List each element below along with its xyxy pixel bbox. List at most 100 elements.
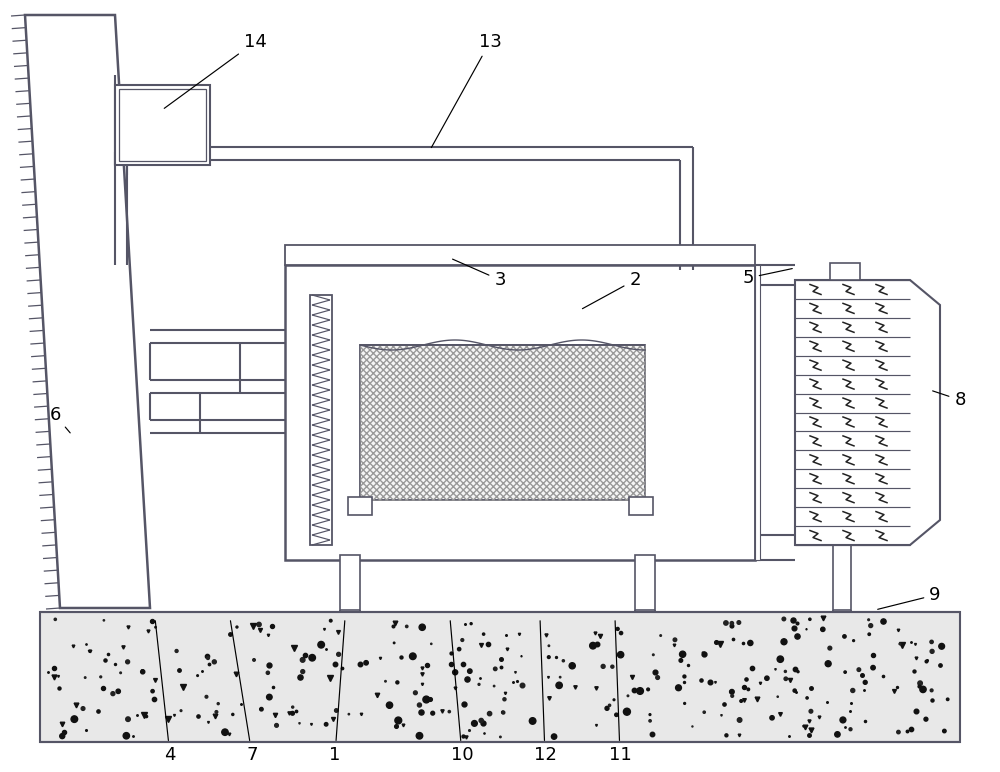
Circle shape [619, 631, 623, 635]
Circle shape [393, 642, 395, 644]
Circle shape [120, 672, 121, 674]
Text: 2: 2 [582, 271, 641, 309]
Circle shape [562, 660, 564, 662]
Circle shape [222, 729, 228, 736]
Circle shape [946, 698, 949, 700]
Circle shape [605, 706, 609, 710]
Bar [830, 263, 860, 280]
Circle shape [725, 734, 728, 736]
Circle shape [868, 619, 870, 621]
Bar [629, 497, 653, 515]
Circle shape [844, 671, 846, 673]
Circle shape [781, 638, 787, 645]
Circle shape [851, 689, 855, 692]
Text: 4: 4 [155, 621, 176, 764]
Circle shape [724, 621, 728, 625]
Circle shape [423, 696, 430, 703]
Circle shape [413, 691, 417, 695]
Circle shape [637, 688, 643, 694]
Circle shape [503, 698, 506, 701]
Circle shape [232, 713, 234, 716]
Circle shape [275, 723, 278, 727]
Circle shape [806, 697, 808, 699]
Circle shape [623, 708, 630, 715]
Bar [285, 265, 755, 560]
Circle shape [649, 720, 651, 722]
Circle shape [730, 625, 734, 628]
Circle shape [151, 689, 154, 692]
Circle shape [81, 706, 85, 710]
Circle shape [920, 686, 926, 692]
Circle shape [502, 711, 504, 713]
Circle shape [395, 717, 402, 724]
Circle shape [918, 681, 922, 686]
Circle shape [943, 730, 946, 733]
Circle shape [478, 683, 480, 686]
Circle shape [116, 689, 120, 693]
Circle shape [656, 676, 659, 679]
Text: 13: 13 [431, 33, 501, 147]
Circle shape [126, 717, 130, 722]
Circle shape [217, 703, 219, 705]
Circle shape [649, 713, 651, 716]
Circle shape [385, 680, 386, 682]
Circle shape [809, 709, 813, 713]
Circle shape [797, 671, 799, 672]
Circle shape [825, 661, 831, 667]
Circle shape [608, 704, 611, 706]
Circle shape [453, 670, 458, 675]
Text: 12: 12 [534, 621, 556, 764]
Circle shape [684, 703, 686, 704]
Circle shape [611, 665, 614, 669]
Circle shape [548, 645, 550, 646]
Circle shape [924, 717, 928, 721]
Circle shape [335, 709, 338, 713]
Circle shape [569, 662, 575, 669]
Circle shape [431, 643, 432, 645]
Circle shape [821, 627, 825, 631]
Circle shape [529, 718, 536, 724]
Circle shape [835, 732, 840, 737]
Circle shape [673, 638, 677, 642]
Circle shape [300, 658, 305, 662]
Circle shape [520, 683, 525, 688]
Bar [635, 555, 655, 610]
Circle shape [899, 643, 901, 645]
Circle shape [479, 719, 483, 723]
Circle shape [679, 659, 683, 662]
Circle shape [260, 707, 263, 711]
Circle shape [939, 643, 945, 649]
Circle shape [431, 711, 435, 715]
Circle shape [470, 623, 472, 625]
Circle shape [103, 620, 105, 621]
Circle shape [257, 622, 261, 627]
Circle shape [853, 640, 855, 642]
Circle shape [487, 712, 492, 716]
Circle shape [500, 736, 501, 738]
Circle shape [267, 694, 272, 700]
Circle shape [765, 676, 769, 680]
Circle shape [869, 624, 873, 628]
Circle shape [236, 626, 238, 628]
Circle shape [197, 675, 198, 676]
Circle shape [324, 723, 328, 726]
Circle shape [364, 661, 368, 665]
Circle shape [556, 682, 562, 689]
Circle shape [559, 676, 561, 678]
Text: 6: 6 [49, 406, 70, 433]
Circle shape [309, 655, 315, 661]
Bar [119, 89, 206, 161]
Circle shape [126, 660, 130, 664]
Circle shape [406, 625, 408, 628]
Circle shape [175, 649, 178, 652]
Circle shape [653, 654, 654, 655]
Circle shape [730, 689, 734, 694]
Circle shape [930, 689, 933, 692]
Circle shape [461, 638, 464, 642]
Circle shape [703, 711, 705, 713]
Circle shape [627, 695, 629, 696]
Circle shape [857, 668, 861, 672]
Bar [360, 345, 645, 500]
Circle shape [551, 734, 557, 740]
Circle shape [647, 688, 649, 691]
